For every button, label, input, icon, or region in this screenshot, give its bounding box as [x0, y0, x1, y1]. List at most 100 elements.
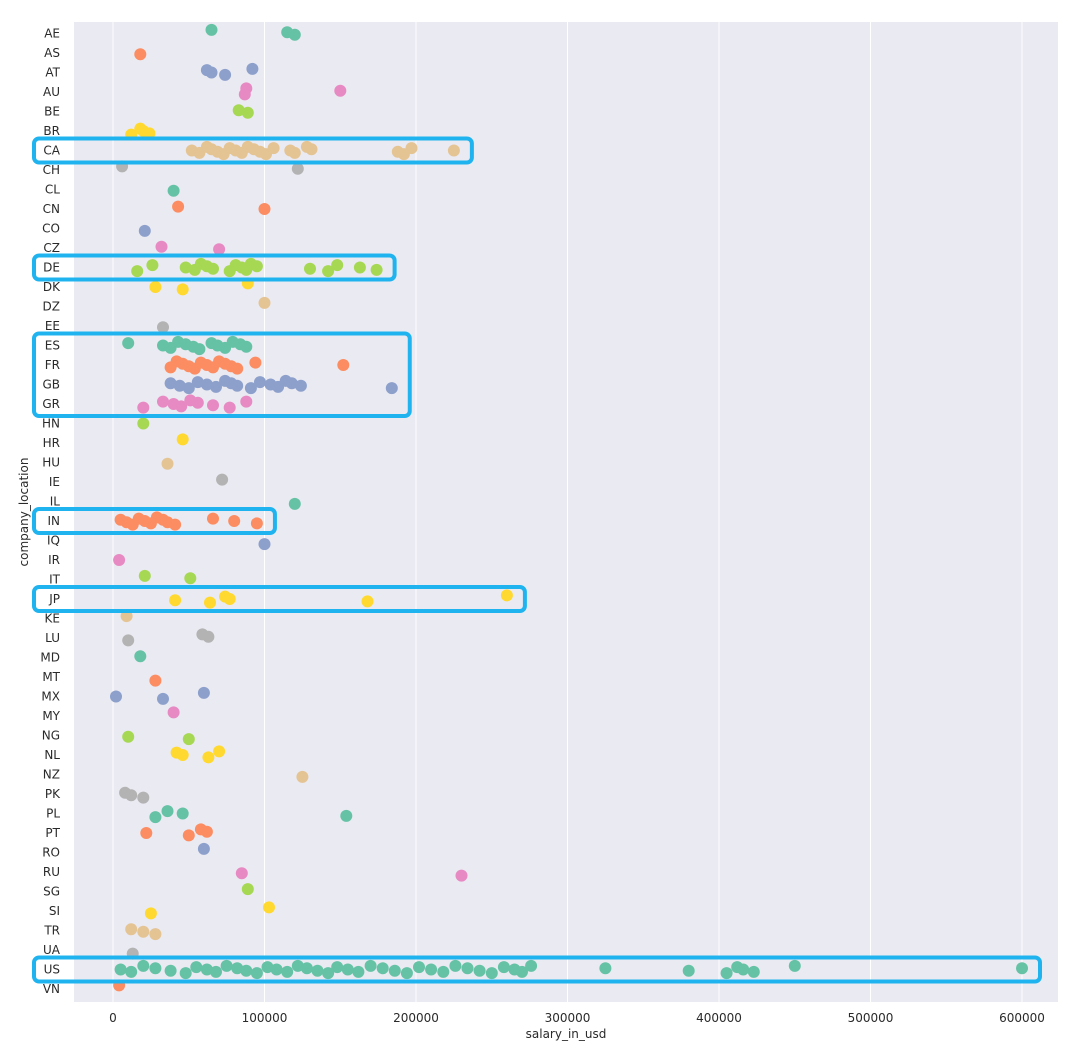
y-tick-label: AS — [44, 46, 60, 60]
point-us — [599, 962, 612, 975]
point-gb — [244, 382, 257, 395]
point-gr — [223, 401, 236, 414]
point-de — [250, 260, 263, 273]
point-cn — [258, 203, 271, 215]
y-tick-label: EE — [45, 319, 60, 333]
point-nz — [296, 770, 309, 783]
point-us — [210, 965, 222, 978]
point-gr — [207, 399, 219, 412]
point-be — [232, 104, 245, 117]
point-md — [134, 650, 147, 663]
y-tick-label: DE — [43, 261, 60, 275]
point-us — [376, 962, 389, 975]
point-gb — [200, 378, 213, 391]
point-gb — [173, 379, 186, 392]
y-tick-label: SG — [43, 885, 60, 899]
point-gb — [191, 376, 204, 389]
point-us — [485, 967, 498, 980]
point-us — [240, 964, 253, 977]
point-us — [720, 967, 733, 980]
y-tick-label: MD — [40, 651, 60, 665]
point-ae — [205, 23, 218, 36]
y-tick-label: GB — [42, 378, 60, 392]
point-us — [473, 964, 486, 977]
point-ca — [447, 144, 460, 157]
point-es — [122, 337, 135, 350]
point-br — [143, 127, 156, 140]
point-ie — [216, 473, 229, 486]
point-us — [737, 963, 750, 976]
point-in — [250, 517, 263, 530]
point-us — [231, 962, 244, 975]
y-tick-label: IQ — [47, 534, 60, 548]
point-us — [400, 967, 413, 980]
point-ke — [120, 610, 133, 623]
point-de — [146, 259, 159, 272]
point-hn — [137, 417, 150, 430]
point-gr — [191, 396, 204, 409]
y-tick-label: VN — [43, 982, 60, 996]
x-tick-labels: 0 100000 200000 300000 400000 500000 600000 — [109, 1011, 1045, 1025]
point-es — [193, 343, 206, 356]
point-dk — [176, 283, 189, 296]
y-tick-label: IE — [49, 475, 60, 489]
point-ca — [288, 146, 301, 159]
point-de — [179, 261, 192, 274]
y-tick-label: NL — [44, 748, 60, 762]
point-iq — [258, 538, 271, 551]
point-fr — [231, 362, 244, 375]
x-tick-label: 0 — [109, 1011, 117, 1025]
point-de — [207, 262, 219, 275]
point-tr — [137, 925, 150, 938]
highlight-box — [32, 955, 1042, 984]
y-tick-label: CL — [45, 183, 60, 197]
x-tick-label: 400000 — [696, 1011, 742, 1025]
point-it — [138, 569, 151, 582]
point-jp — [500, 589, 513, 602]
point-lu — [122, 634, 135, 647]
point-us — [300, 962, 313, 975]
point-ru — [455, 869, 468, 882]
point-pt — [182, 829, 195, 842]
highlight-box — [32, 253, 397, 282]
point-nl — [213, 745, 226, 758]
point-in — [207, 512, 219, 525]
point-es — [240, 340, 253, 353]
point-us — [437, 965, 450, 978]
y-tick-label: HN — [42, 417, 60, 431]
x-tick-label: 500000 — [848, 1011, 894, 1025]
point-nl — [176, 749, 189, 761]
point-us — [179, 967, 192, 980]
point-at — [205, 66, 218, 79]
y-tick-label: LU — [45, 631, 60, 645]
point-be — [241, 106, 254, 119]
point-ng — [182, 733, 195, 746]
point-ca — [305, 143, 318, 156]
point-fr — [337, 359, 350, 371]
point-co — [138, 224, 151, 237]
point-pk — [137, 791, 150, 804]
y-tick-label: KE — [45, 612, 60, 626]
highlight-box — [32, 331, 412, 418]
point-de — [331, 259, 344, 272]
point-gr — [240, 395, 253, 408]
point-us — [137, 959, 150, 972]
point-lu — [202, 630, 215, 643]
point-as — [134, 48, 147, 61]
point-ch — [291, 162, 304, 175]
point-de — [353, 261, 366, 274]
y-tick-label: DK — [43, 280, 61, 294]
point-jp — [223, 593, 236, 605]
point-us — [364, 959, 377, 972]
x-tick-label: 600000 — [999, 1011, 1045, 1025]
point-cz — [213, 243, 226, 256]
point-mx — [157, 692, 169, 705]
point-tr — [149, 928, 162, 941]
point-si — [144, 907, 157, 920]
point-gb — [182, 382, 195, 395]
point-in — [169, 518, 182, 531]
y-tick-label: PK — [45, 787, 61, 801]
point-gr — [175, 400, 188, 413]
point-us — [425, 963, 438, 976]
y-tick-label: UA — [43, 943, 61, 957]
